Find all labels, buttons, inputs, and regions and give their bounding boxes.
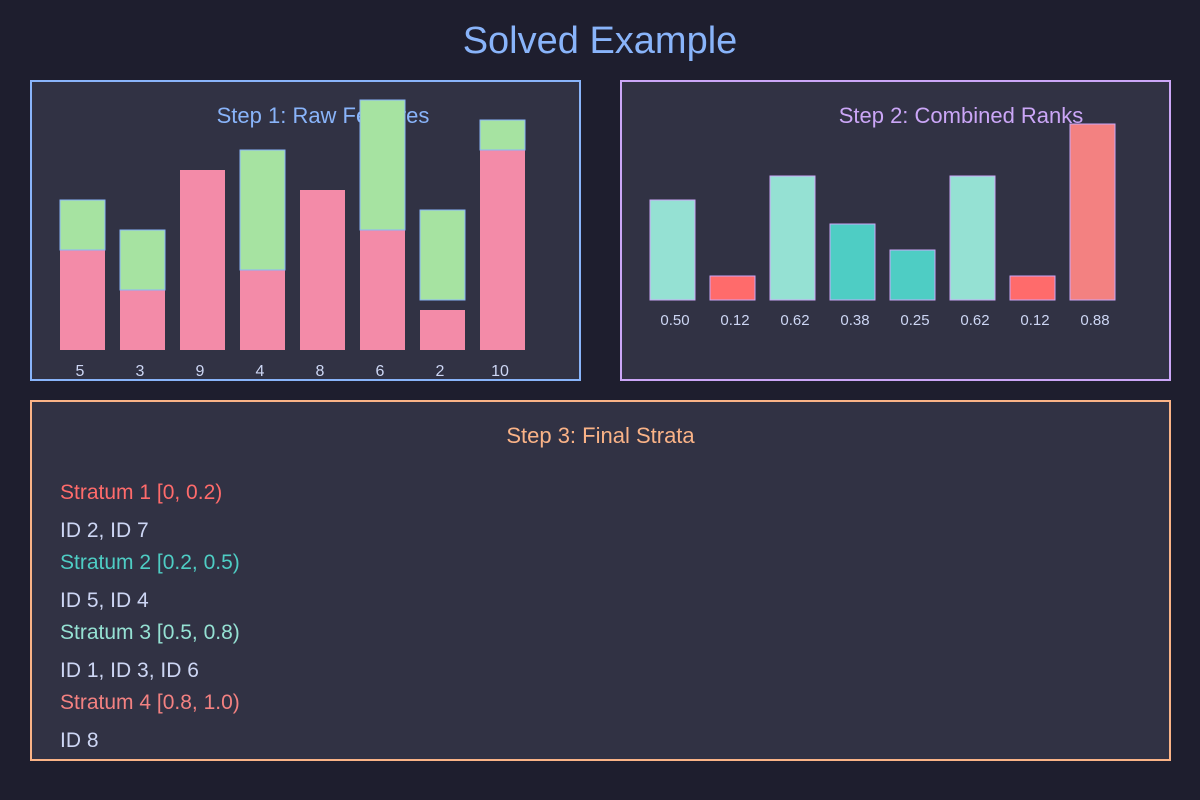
feature2-bar bbox=[59, 199, 106, 251]
step3-title: Step 3: Final Strata bbox=[506, 423, 695, 448]
rank-label: 0.12 bbox=[1020, 312, 1049, 329]
rank-label: 0.25 bbox=[900, 312, 929, 329]
feature1-bar bbox=[120, 290, 165, 350]
stratum-label: Stratum 2 [0.2, 0.5) bbox=[60, 551, 240, 574]
feature2-bar bbox=[359, 99, 406, 231]
step3-panel bbox=[30, 400, 1171, 761]
tick-label: 5 bbox=[76, 363, 85, 380]
feature2-bar bbox=[119, 229, 166, 291]
rank-label: 0.12 bbox=[720, 312, 749, 329]
tick-label: 9 bbox=[196, 363, 205, 380]
rank-label: 0.62 bbox=[780, 312, 809, 329]
stratum-label: Stratum 4 [0.8, 1.0) bbox=[60, 691, 240, 714]
stratum-ids: ID 8 bbox=[60, 729, 99, 752]
stratum-label: Stratum 1 [0, 0.2) bbox=[60, 481, 223, 504]
feature1-bar bbox=[480, 150, 525, 350]
rank-label: 0.88 bbox=[1080, 312, 1109, 329]
tick-label: 6 bbox=[376, 363, 385, 380]
stratum-ids: ID 1, ID 3, ID 6 bbox=[60, 659, 199, 682]
rank-bar bbox=[949, 175, 996, 301]
feature1-bar bbox=[360, 230, 405, 350]
feature1-bar bbox=[60, 250, 105, 350]
rank-label: 0.62 bbox=[960, 312, 989, 329]
feature1-bar bbox=[240, 270, 285, 350]
rank-bar bbox=[769, 175, 816, 301]
tick-label: 3 bbox=[136, 363, 145, 380]
rank-bar bbox=[709, 275, 756, 301]
tick-label: 8 bbox=[316, 363, 325, 380]
feature2-bar bbox=[479, 119, 526, 151]
feature2-bar bbox=[419, 209, 466, 301]
tick-label: 10 bbox=[491, 363, 509, 380]
rank-bar bbox=[889, 249, 936, 301]
page-title: Solved Example bbox=[462, 20, 738, 62]
feature2-bar bbox=[239, 149, 286, 271]
rank-bar bbox=[829, 223, 876, 301]
tick-label: 2 bbox=[436, 363, 445, 380]
step2-title: Step 2: Combined Ranks bbox=[839, 103, 1084, 128]
stratum-ids: ID 5, ID 4 bbox=[60, 589, 149, 612]
feature1-bar bbox=[180, 170, 225, 350]
feature1-bar bbox=[420, 310, 465, 350]
rank-bar bbox=[649, 199, 696, 301]
rank-bar bbox=[1009, 275, 1056, 301]
stratum-label: Stratum 3 [0.5, 0.8) bbox=[60, 621, 240, 644]
rank-label: 0.38 bbox=[840, 312, 869, 329]
stratum-ids: ID 2, ID 7 bbox=[60, 519, 149, 542]
feature1-bar bbox=[300, 190, 345, 350]
rank-bar bbox=[1069, 123, 1116, 301]
tick-label: 4 bbox=[256, 363, 265, 380]
rank-label: 0.50 bbox=[660, 312, 689, 329]
